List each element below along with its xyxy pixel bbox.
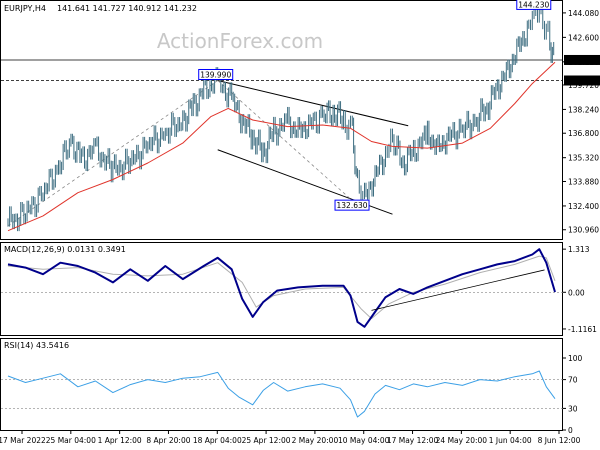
x-tick-label-5: 25 Apr 12:00: [242, 436, 291, 445]
x-tick-label-1: 25 Mar 04:00: [46, 436, 96, 445]
price-trendline-2: [7, 80, 218, 227]
rsi-levels: [1, 379, 563, 409]
watermark: ActionForex.com: [157, 29, 323, 53]
price-annotation-box-0: [198, 68, 234, 80]
price-annotation-label-2: 144.230: [518, 0, 549, 9]
x-tick-label-4: 18 Apr 04:00: [193, 436, 242, 445]
macd-axis: 1.313 0.00 -1.1161: [563, 245, 597, 334]
x-tick-label-6: 2 May 20:00: [292, 436, 339, 445]
price-level-tag-label-1: 139.990: [566, 76, 597, 85]
rsi-axis: 100 70 30 0: [563, 354, 583, 435]
price-level-tag-1: [564, 75, 600, 86]
price-trendline-3: [217, 80, 355, 203]
macd-signal-line: [7, 255, 556, 320]
macd-trendline-0: [371, 269, 545, 311]
x-tick-label-3: 8 Apr 20:00: [146, 436, 190, 445]
rsi-y-tick-label-3: 0: [568, 426, 573, 435]
price-y-tick-label-1: 142.600: [568, 33, 599, 42]
macd-panel: [0, 242, 563, 336]
macd-main-line: [7, 248, 556, 328]
macd-y-tick-label-2: -1.1161: [568, 325, 597, 334]
rsi-series: [7, 370, 556, 418]
macd-series: [7, 248, 556, 328]
macd-trendline: [371, 269, 545, 311]
price-y-tick-label-8: 132.400: [568, 202, 599, 211]
x-tick-label-2: 1 Apr 12:00: [98, 436, 142, 445]
price-y-tick-label-5: 136.800: [568, 129, 599, 138]
price-y-tick-label-7: 133.880: [568, 177, 599, 186]
rsi-panel: [0, 338, 563, 431]
price-trendline-0: [217, 80, 409, 127]
x-tick-label-10: 1 Jun 04:00: [489, 436, 532, 445]
x-tick-label-11: 8 Jun 12:00: [538, 436, 581, 445]
rsi-label: RSI(14) 43.5416: [4, 341, 69, 350]
moving-average-line: [7, 61, 556, 232]
price-level-tag-0: [564, 54, 600, 65]
price-annotation-label-1: 132.630: [337, 201, 368, 210]
symbol-label: EURJPY,H4: [4, 4, 46, 13]
price-annotation-label-0: 139.990: [200, 70, 231, 79]
time-axis: 17 Mar 2022 25 Mar 04:00 1 Apr 12:00 8 Apr …: [0, 430, 581, 445]
rsi-y-tick-label-2: 30: [568, 404, 578, 413]
price-y-tick-label-0: 144.080: [568, 9, 599, 18]
x-tick-label-9: 24 May 20:00: [436, 436, 488, 445]
price-level-tag-label-0: 141.232: [566, 56, 597, 65]
rsi-line: [7, 370, 556, 418]
price-y-tick-label-6: 135.320: [568, 154, 599, 163]
rsi-y-tick-label-1: 70: [568, 376, 578, 385]
price-panel: [0, 0, 563, 240]
price-y-tick-label-9: 130.960: [568, 226, 599, 235]
price-horizontal-lines: 141.232 139.990: [1, 54, 600, 86]
macd-label: MACD(12,26,9) 0.0131 0.3491: [4, 245, 126, 254]
price-y-tick-label-4: 138.240: [568, 105, 599, 114]
x-tick-label-0: 17 Mar 2022: [0, 436, 46, 445]
macd-y-tick-label-1: 0.00: [568, 288, 585, 297]
macd-y-tick-label-0: 1.313: [568, 245, 590, 254]
price-annotation-box-1: [334, 199, 370, 211]
x-tick-label-8: 17 May 12:00: [387, 436, 439, 445]
price-annotations: 139.990 132.630 144.230: [198, 0, 552, 211]
price-series: [7, 3, 556, 232]
ohlc-readout: 141.641 141.727 140.912 141.232: [57, 4, 197, 13]
rsi-y-tick-label-0: 100: [568, 354, 583, 363]
x-tick-label-7: 10 May 04:00: [338, 436, 390, 445]
price-annotation-box-2: [516, 0, 552, 10]
